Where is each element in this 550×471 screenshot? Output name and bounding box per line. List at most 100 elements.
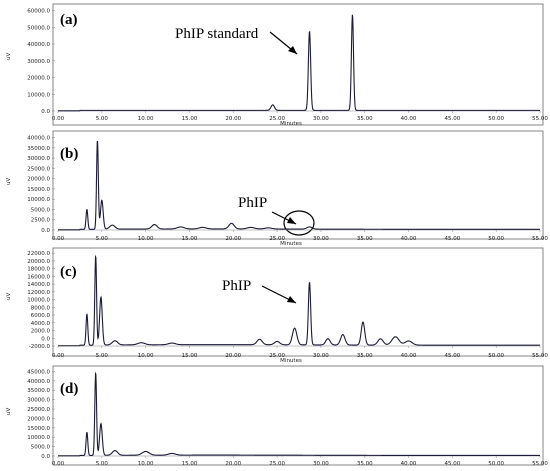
panel-b-annotation: PhIP (238, 195, 267, 211)
panel-b-ylabel: uV (6, 178, 12, 185)
panel-b-x-tick: 25.00 (269, 236, 285, 242)
panel-d-y-tick: 25000.0 (27, 407, 50, 413)
panel-d-ylabel: uV (6, 408, 12, 415)
panel-a-x-tick: 5.00 (96, 116, 109, 122)
panel-d-y-tick: 10000.0 (27, 435, 50, 441)
panel-b-y-tick: 10000.0 (27, 197, 50, 203)
panel-a-x-tick: 35.00 (357, 116, 373, 122)
panel-b-x-tick: 30.00 (313, 236, 329, 242)
panel-b: (b) uV Minutes PhIP 0.00 5.00 10.00 15.00 20… (6, 130, 548, 247)
panel-b-x-tick: 35.00 (357, 236, 373, 242)
panel-b-x-tick: 40.00 (401, 236, 417, 242)
panel-a-y-tick: 0.0 (41, 109, 50, 115)
panel-b-xlabel: Minutes (280, 241, 302, 247)
panel-b-highlight-circle (283, 210, 315, 236)
panel-d-y-tick: 30000.0 (27, 398, 50, 404)
panel-c-x-tick: 35.00 (357, 353, 373, 359)
panel-b-x-tick: 5.00 (96, 236, 109, 242)
panel-a-annotation: PhIP standard (175, 26, 259, 42)
panel-a-x-tick: 50.00 (488, 116, 504, 122)
panel-b-y-tick: 20000.0 (27, 177, 50, 183)
panel-d-x-tick: 50.00 (488, 461, 504, 467)
panel-c-frame (52, 247, 544, 357)
panel-b-y-tick: 0.0 (41, 228, 50, 234)
panel-c-y-tick: 16000.0 (27, 274, 50, 280)
panel-a-x-tick: 55.00 (532, 116, 548, 122)
panel-c-ylabel: uV (6, 293, 12, 300)
panel-a-y-tick: 40000.0 (27, 42, 50, 48)
panel-a-x-tick: 15.00 (182, 116, 198, 122)
panel-b-y-tick: 15000.0 (27, 187, 50, 193)
panel-d-x-tick: 25.00 (269, 461, 285, 467)
panel-c-y-tick: 14000.0 (27, 282, 50, 288)
panel-d-x-tick: 5.00 (96, 461, 109, 467)
panel-a: (a) uV Minutes PhIP standard 0.00 5.00 10.… (6, 3, 548, 127)
panel-d-x-tick: 45.00 (444, 461, 460, 467)
panel-b-x-tick: 50.00 (488, 236, 504, 242)
panel-a-trace (58, 14, 540, 112)
panel-d-y-tick: 0.0 (41, 454, 50, 460)
panel-d-label: (d) (60, 381, 78, 397)
panel-c-annotation: PhIP (222, 278, 251, 294)
panel-b-y-tick: 40000.0 (27, 136, 50, 142)
panel-c-y-tick: 8000.0 (31, 305, 51, 311)
panel-c-x-tick: 25.00 (269, 353, 285, 359)
panel-b-label: (b) (60, 146, 78, 162)
panel-c-y-tick: 20000.0 (27, 259, 50, 265)
panel-c-y-tick: 10000.0 (27, 298, 50, 304)
panel-a-label: (a) (60, 12, 78, 28)
panel-c-y-tick: 0.0 (41, 336, 50, 342)
panel-d-x-tick: 55.00 (532, 461, 548, 467)
panel-b-trace (58, 140, 540, 231)
panel-a-y-tick: 10000.0 (27, 92, 50, 98)
panel-d-x-tick: 0.00 (52, 461, 65, 467)
panel-b-arrowhead (287, 217, 296, 224)
panel-a-ylabel: uV (6, 53, 12, 60)
panel-d-trace (58, 371, 540, 457)
panel-c-x-tick: 30.00 (313, 353, 329, 359)
panel-d-x-tick: 30.00 (313, 461, 329, 467)
panel-a-x-tick: 40.00 (401, 116, 417, 122)
panel-a-xlabel: Minutes (280, 121, 302, 127)
panel-d-x-tick: 15.00 (182, 461, 198, 467)
panel-c-y-tick: -2000.0 (29, 344, 51, 350)
panel-c-x-tick: 55.00 (532, 353, 548, 359)
panel-d-y-tick: 35000.0 (27, 388, 50, 394)
panel-c-y-tick: 2000.0 (31, 329, 51, 335)
panel-b-x-tick: 0.00 (52, 236, 65, 242)
panel-b-x-tick: 55.00 (532, 236, 548, 242)
panel-a-x-tick: 20.00 (225, 116, 241, 122)
panel-d-x-tick: 20.00 (225, 461, 241, 467)
panel-b-x-tick: 15.00 (182, 236, 198, 242)
panel-a-x-tick: 30.00 (313, 116, 329, 122)
panel-c-x-tick: 45.00 (444, 353, 460, 359)
panel-d-y-tick: 15000.0 (27, 426, 50, 432)
panel-a-y-tick: 20000.0 (27, 76, 50, 82)
panel-c-y-tick: 22000.0 (27, 251, 50, 257)
panel-a-x-tick: 25.00 (269, 116, 285, 122)
panel-d-x-tick: 10.00 (138, 461, 154, 467)
panel-c-trace (58, 254, 540, 347)
panel-b-y-tick: 35000.0 (27, 146, 50, 152)
panel-d-frame (52, 365, 544, 466)
panel-c-x-tick: 5.00 (96, 353, 109, 359)
panel-c-x-tick: 15.00 (182, 353, 198, 359)
panel-c-y-tick: 6000.0 (31, 313, 51, 319)
panel-b-frame (52, 130, 544, 240)
panel-a-frame (52, 3, 544, 126)
panel-c: (c) uV Minutes PhIP 0.00 5.00 10.00 15.00 20… (6, 247, 548, 364)
panel-d-y-tick: 45000.0 (27, 369, 50, 375)
panel-c-x-tick: 0.00 (52, 353, 65, 359)
panel-c-y-tick: 4000.0 (31, 321, 51, 327)
panel-a-y-tick: 30000.0 (27, 59, 50, 65)
panel-c-x-tick: 10.00 (138, 353, 154, 359)
panel-a-y-tick: 50000.0 (27, 25, 50, 31)
panel-d-y-tick: 40000.0 (27, 379, 50, 385)
panel-c-x-tick: 50.00 (488, 353, 504, 359)
panel-a-x-tick: 10.00 (138, 116, 154, 122)
panel-a-y-tick: 60000.0 (27, 9, 50, 15)
panel-b-y-tick: 2500.0 (31, 218, 51, 224)
